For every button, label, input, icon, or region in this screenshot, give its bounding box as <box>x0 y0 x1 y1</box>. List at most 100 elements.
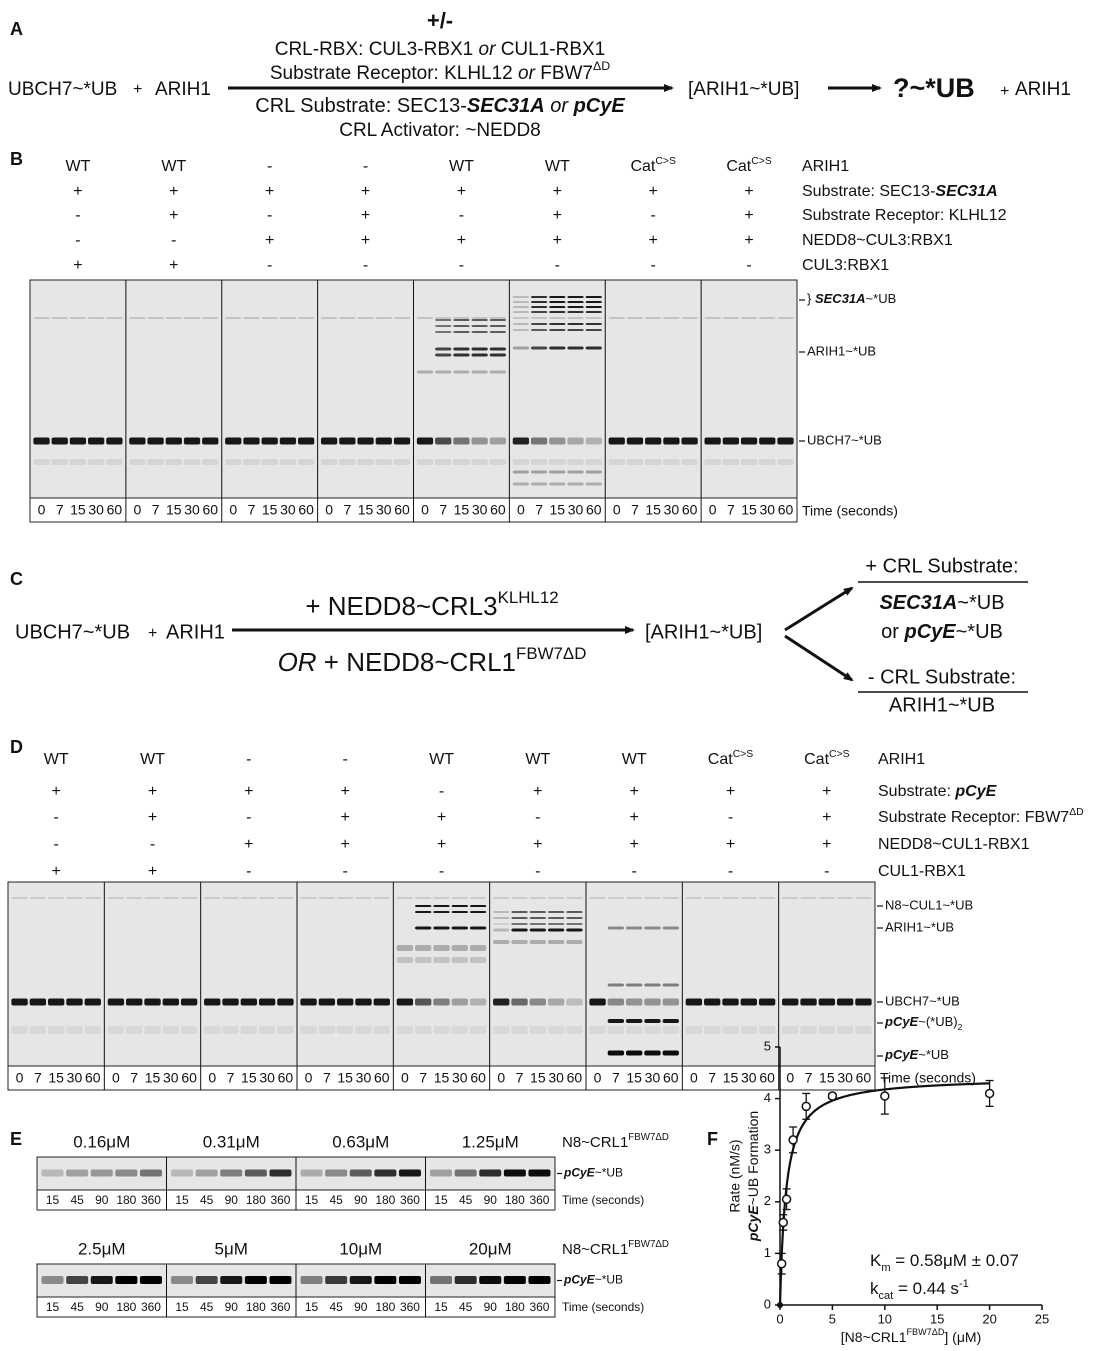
gel-band <box>66 897 82 899</box>
time-label: 60 <box>85 1070 101 1086</box>
gel-band <box>11 897 27 899</box>
time-label: 45 <box>329 1300 343 1314</box>
gel-band <box>586 296 602 298</box>
condition-cell: - <box>54 836 59 853</box>
time-label: 60 <box>759 1070 775 1086</box>
gel-band <box>435 319 451 321</box>
gel-band <box>376 438 392 445</box>
gel-band <box>513 459 529 465</box>
text-part: Substrate: SEC13- <box>802 183 935 200</box>
gel-band <box>243 459 259 465</box>
gel-band <box>490 348 506 351</box>
gel-band <box>513 323 529 325</box>
concentration: 1.25μM <box>462 1132 519 1151</box>
gel-band <box>243 438 259 445</box>
time-label: 360 <box>400 1300 420 1314</box>
row-label: NEDD8~CUL3:RBX1 <box>802 232 953 249</box>
gel-band <box>837 897 853 899</box>
gel-band <box>549 483 565 486</box>
gel-band-fade <box>493 997 510 1007</box>
time-label: 15 <box>70 502 86 518</box>
text-part: C>S <box>733 749 754 760</box>
gel-band <box>325 1276 347 1284</box>
gel-band <box>241 897 257 899</box>
text-part: pCyE <box>563 1273 596 1287</box>
row-label: ARIH1 <box>802 158 849 175</box>
gel-band <box>430 1170 452 1177</box>
gel-band <box>33 317 49 319</box>
reactant: ARIH1 <box>166 621 225 643</box>
gel-band <box>350 1276 372 1284</box>
time-label: 7 <box>34 1070 42 1086</box>
panel-letter: C <box>10 569 23 589</box>
gel-band <box>452 945 468 951</box>
gel-band <box>280 317 296 319</box>
gel-band <box>608 1051 624 1056</box>
gel-band <box>241 999 257 1006</box>
condition-cell: - <box>439 783 444 800</box>
gel-band <box>549 306 565 308</box>
gel-band <box>357 438 373 445</box>
x-tick-label: 5 <box>829 1311 836 1326</box>
time-label: 7 <box>439 502 447 518</box>
text-part: ~(*UB) <box>918 1014 957 1029</box>
condition-cell: - <box>54 809 59 826</box>
gel-band <box>531 323 547 325</box>
text-part: pCyE <box>563 1166 596 1180</box>
condition-cell: WT <box>140 751 165 768</box>
gel-band <box>415 897 431 899</box>
gel-band <box>819 897 835 899</box>
gel-band <box>741 459 757 465</box>
row-label: NEDD8~CUL1-RBX1 <box>878 836 1030 853</box>
gel-band <box>586 483 602 486</box>
gel-band <box>470 897 486 899</box>
gel-band <box>479 1170 501 1177</box>
condition: CRL Substrate: SEC13-SEC31A or pCyE <box>255 95 625 117</box>
condition-cell: - <box>746 257 751 274</box>
time-label: 360 <box>529 1193 549 1207</box>
outcome: or pCyE~*UB <box>881 621 1003 643</box>
gel-band <box>166 459 182 465</box>
time-label: 360 <box>529 1300 549 1314</box>
gel-band <box>511 917 527 919</box>
x-tick-label: 15 <box>930 1311 944 1326</box>
gel-band-fade <box>469 997 486 1007</box>
gel-band <box>741 1026 757 1034</box>
time-label: 30 <box>259 1070 275 1086</box>
gel-band <box>106 317 122 319</box>
gel-band <box>759 999 775 1006</box>
gel-band <box>433 905 449 907</box>
text-part: or <box>881 621 904 643</box>
gel-band <box>277 999 293 1006</box>
gel-band <box>433 957 449 963</box>
enzyme-label: N8~CRL1FBW7ΔD <box>562 1239 669 1258</box>
condition-cell: CatC>S <box>726 156 771 175</box>
gel-band <box>490 325 506 327</box>
panel-letter: F <box>707 1129 718 1149</box>
gel-band <box>433 1026 449 1034</box>
gel-band <box>433 945 449 951</box>
gel-band <box>355 1026 371 1034</box>
gel-band <box>319 1026 335 1034</box>
text-part: SEC31A <box>879 592 957 614</box>
text-part: C>S <box>655 156 676 167</box>
time-label: 60 <box>856 1070 872 1086</box>
time-label: 180 <box>246 1193 266 1207</box>
condition-cell: + <box>744 232 753 249</box>
condition-cell: WT <box>66 158 91 175</box>
gel-band <box>453 325 469 327</box>
condition-cell: + <box>649 232 658 249</box>
gel-band <box>339 459 355 465</box>
x-tick-label: 25 <box>1035 1311 1049 1326</box>
gel-band <box>531 347 547 350</box>
gel-band-fade <box>607 997 624 1007</box>
gel-band <box>222 897 238 899</box>
time-label: 0 <box>517 502 525 518</box>
gel-band <box>126 999 142 1006</box>
time-label: 45 <box>200 1300 214 1314</box>
time-label: 45 <box>329 1193 343 1207</box>
time-label: 45 <box>200 1193 214 1207</box>
time-label: 7 <box>56 502 64 518</box>
time-label: 30 <box>548 1070 564 1086</box>
data-point <box>828 1092 836 1100</box>
